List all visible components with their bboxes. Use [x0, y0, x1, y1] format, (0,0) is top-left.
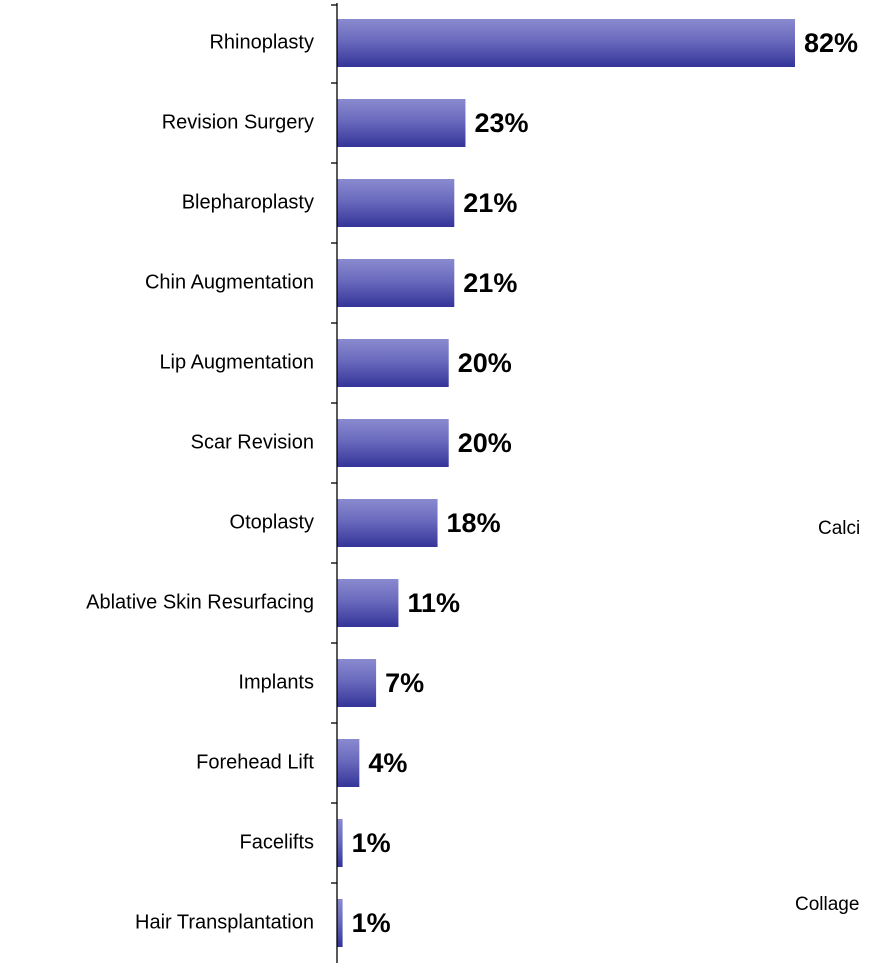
category-label: Facelifts	[240, 831, 314, 853]
bar	[337, 819, 343, 867]
value-label: 82%	[804, 28, 858, 58]
value-label: 18%	[447, 508, 501, 538]
value-label: 20%	[458, 428, 512, 458]
value-label: 4%	[368, 748, 407, 778]
value-label: 11%	[407, 588, 460, 618]
value-label: 21%	[463, 188, 517, 218]
category-label: Hair Transplantation	[135, 911, 314, 933]
bar	[337, 659, 377, 707]
bar	[337, 99, 466, 147]
value-label: 23%	[474, 108, 528, 138]
bar	[337, 339, 449, 387]
bar	[337, 259, 455, 307]
category-label: Ablative Skin Resurfacing	[86, 591, 314, 613]
value-label: 20%	[458, 348, 512, 378]
category-label: Implants	[238, 671, 314, 693]
annotation: Collage	[795, 894, 859, 915]
bar	[337, 179, 455, 227]
annotation: Calci	[818, 518, 860, 539]
category-label: Rhinoplasty	[209, 31, 314, 53]
value-label: 1%	[352, 828, 391, 858]
value-label: 7%	[385, 668, 424, 698]
category-label: Forehead Lift	[196, 751, 314, 773]
bar	[337, 19, 795, 67]
bar	[337, 499, 438, 547]
bar	[337, 739, 360, 787]
category-label: Lip Augmentation	[159, 351, 314, 373]
category-label: Chin Augmentation	[145, 271, 314, 293]
bar	[337, 579, 399, 627]
category-label: Otoplasty	[230, 511, 314, 533]
bar	[337, 419, 449, 467]
category-label: Scar Revision	[191, 431, 314, 453]
bar	[337, 899, 343, 947]
category-label: Revision Surgery	[162, 111, 314, 133]
value-label: 21%	[463, 268, 517, 298]
value-label: 1%	[352, 908, 391, 938]
category-label: Blepharoplasty	[182, 191, 314, 213]
